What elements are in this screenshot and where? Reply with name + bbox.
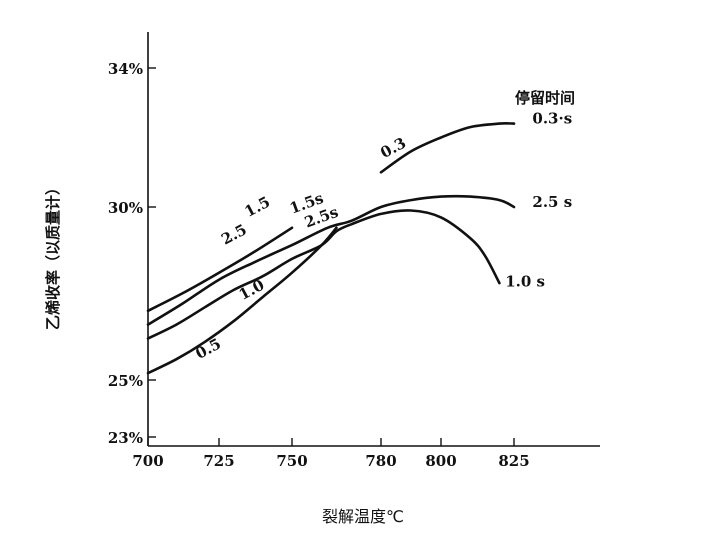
y-tick-label: 34% — [108, 60, 143, 78]
y-tick-label: 30% — [108, 199, 143, 217]
curve-label: 1.5 — [242, 193, 274, 221]
legend-title: 停留时间 — [515, 89, 575, 107]
x-tick-label: 700 — [132, 452, 163, 470]
curve-label: 1.0 s — [505, 273, 545, 291]
x-ticks: 700 725 750 780 800 825 — [132, 438, 530, 470]
curve-label: 2.5 s — [532, 193, 572, 211]
series-line-1-5 — [146, 226, 294, 313]
series-line-1-0 — [146, 209, 501, 340]
x-tick-label: 750 — [276, 452, 307, 470]
annotations: 2.51.5 1.5s2.5s1.00.50.30.3·s2.5 s1.0 s — [193, 110, 573, 363]
x-tick-label: 825 — [498, 452, 529, 470]
x-tick-label: 780 — [365, 452, 396, 470]
curve-label: 1.0 — [236, 276, 268, 304]
y-tick-label: 23% — [108, 429, 143, 447]
x-axis-label: 裂解温度℃ — [322, 507, 404, 526]
curve-label: 0.3·s — [532, 110, 572, 128]
y-tick-label: 25% — [108, 372, 143, 390]
curves — [146, 122, 516, 375]
curve-label: 2.5 — [218, 220, 250, 248]
series-line-0-3 — [379, 122, 516, 174]
y-axis-label: 乙烯收率（以质量计） — [44, 180, 62, 330]
curve-label: 0.5 — [193, 335, 225, 363]
x-tick-label: 725 — [203, 452, 234, 470]
x-tick-label: 800 — [425, 452, 456, 470]
curve-label: 0.3 — [377, 134, 409, 162]
series-line-2-5 — [146, 194, 516, 326]
y-ticks: 23% 25% 30% 34% — [108, 60, 156, 447]
axes — [147, 32, 600, 447]
